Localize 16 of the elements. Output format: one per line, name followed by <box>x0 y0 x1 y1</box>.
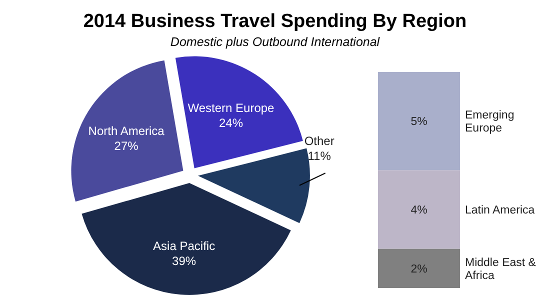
data-label: 2% <box>410 263 428 276</box>
chart-title: 2014 Business Travel Spending By Region <box>83 11 467 32</box>
data-label: 39% <box>172 254 196 268</box>
slice-label: Asia Pacific <box>153 238 216 253</box>
slice-label: Other <box>304 134 334 148</box>
series-label: Emerging Europe <box>465 110 514 135</box>
data-label: 4% <box>410 204 428 216</box>
slice-label: North America <box>88 124 165 138</box>
data-label: 24% <box>218 116 244 130</box>
data-label: 5% <box>410 116 428 128</box>
series-label: Middle East & Africa <box>465 256 536 282</box>
chart-subtitle: Domestic plus Outbound International <box>170 35 381 49</box>
series-label: Latin America <box>465 204 536 216</box>
data-label: 11% <box>308 149 332 164</box>
slice-label: Western Europe <box>188 100 275 115</box>
data-label: 27% <box>114 138 139 153</box>
